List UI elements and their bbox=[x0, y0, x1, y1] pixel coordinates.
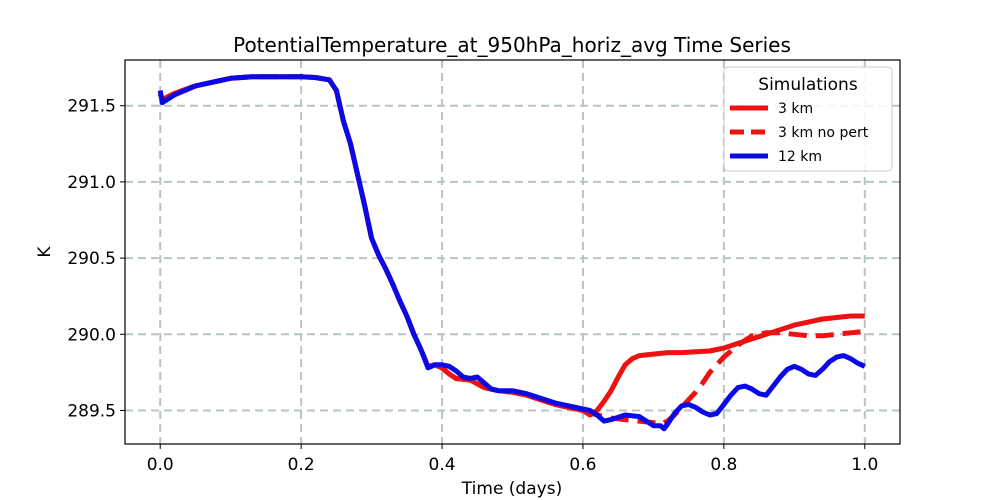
legend-label-3-km-no-pert: 3 km no pert bbox=[778, 125, 869, 141]
x-axis-label: Time (days) bbox=[461, 479, 562, 499]
chart-title: PotentialTemperature_at_950hPa_horiz_avg… bbox=[233, 33, 791, 57]
axis-ticks: 0.0 0.2 0.4 0.6 0.8 1.0 289.5 290.0 290.5 291.0 29… bbox=[67, 97, 878, 475]
y-axis-label: K bbox=[35, 246, 55, 258]
y-tick-label: 291.0 bbox=[67, 173, 116, 193]
plot-frame bbox=[124, 59, 901, 445]
legend: Simulations 3 km 3 km no pert 12 km bbox=[723, 66, 893, 172]
x-tick-label: 0.0 bbox=[147, 455, 174, 475]
y-tick-label: 289.5 bbox=[67, 401, 116, 421]
legend-entries: 3 km 3 km no pert 12 km bbox=[730, 101, 869, 165]
series-line-12-km bbox=[157, 74, 866, 432]
x-tick-label: 0.6 bbox=[569, 455, 596, 475]
x-tick-label: 0.8 bbox=[710, 455, 737, 475]
x-tick-label: 0.4 bbox=[429, 455, 456, 475]
grid bbox=[125, 60, 900, 444]
y-tick-label: 290.0 bbox=[67, 325, 116, 345]
series-lines bbox=[157, 74, 866, 432]
legend-label-3-km: 3 km bbox=[778, 101, 813, 117]
y-tick-label: 290.5 bbox=[67, 249, 116, 269]
y-tick-label: 291.5 bbox=[67, 97, 116, 117]
legend-box bbox=[723, 66, 893, 172]
legend-label-12-km: 12 km bbox=[778, 149, 822, 165]
legend-title: Simulations bbox=[758, 75, 858, 95]
x-tick-label: 1.0 bbox=[851, 455, 878, 475]
x-tick-label: 0.2 bbox=[288, 455, 315, 475]
